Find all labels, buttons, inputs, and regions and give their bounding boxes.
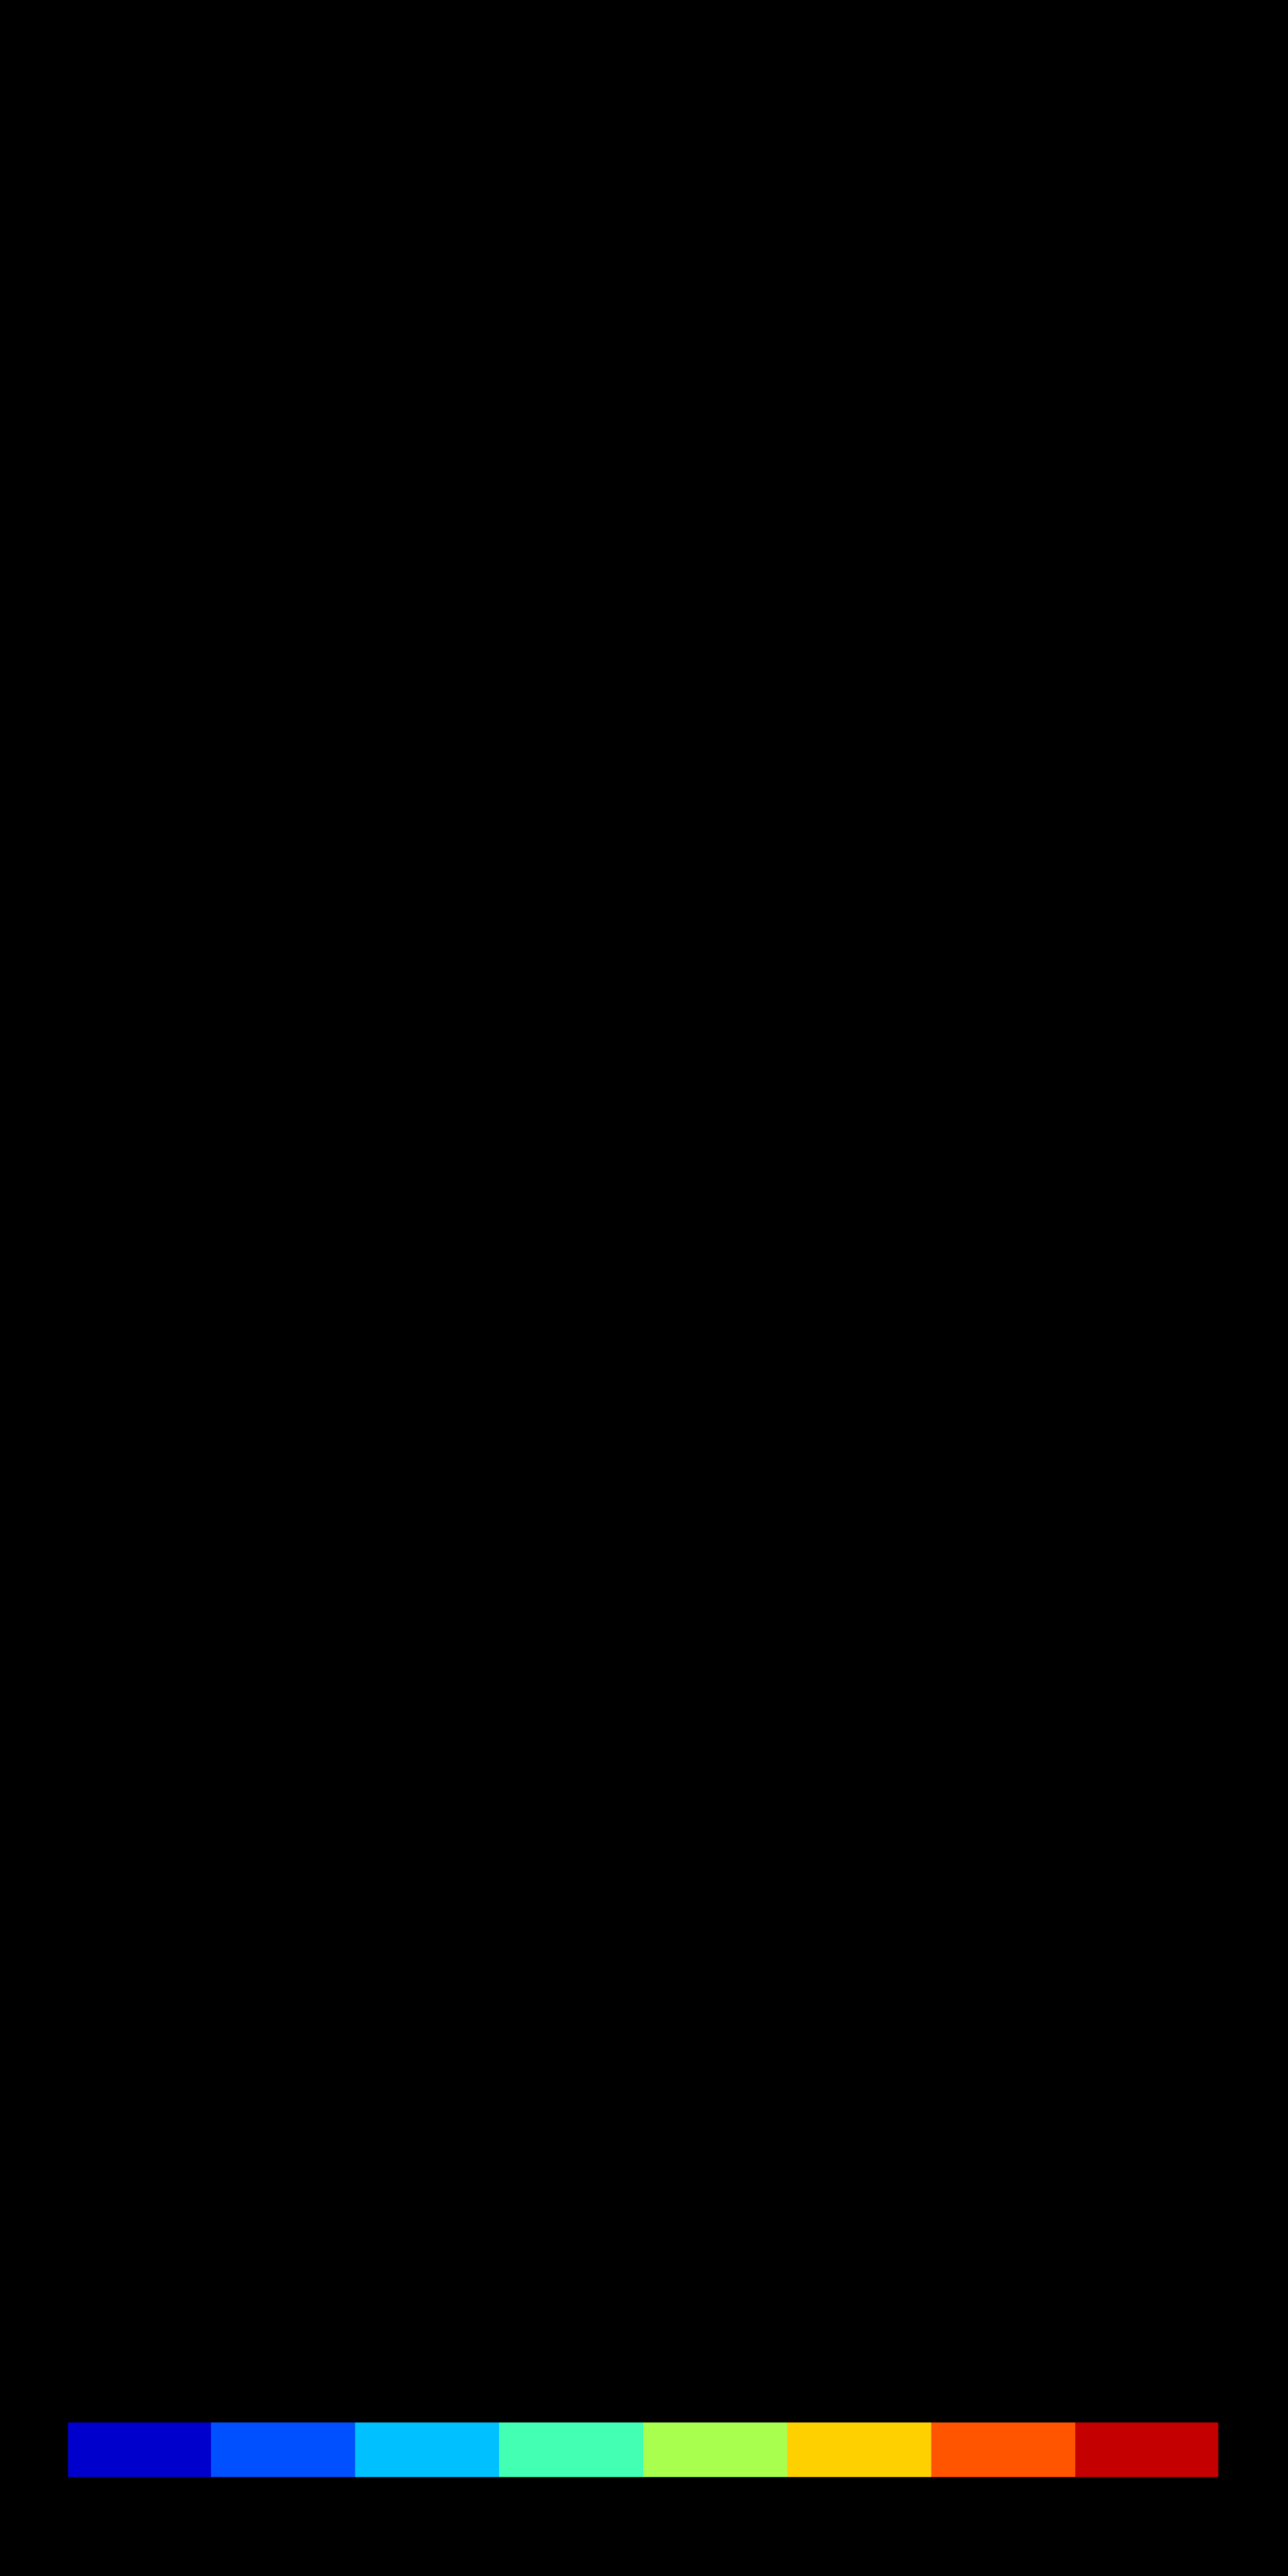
figure: Combined (GIM), 2000-06-05 03:00 UT0 10 20… (0, 0, 1288, 2576)
